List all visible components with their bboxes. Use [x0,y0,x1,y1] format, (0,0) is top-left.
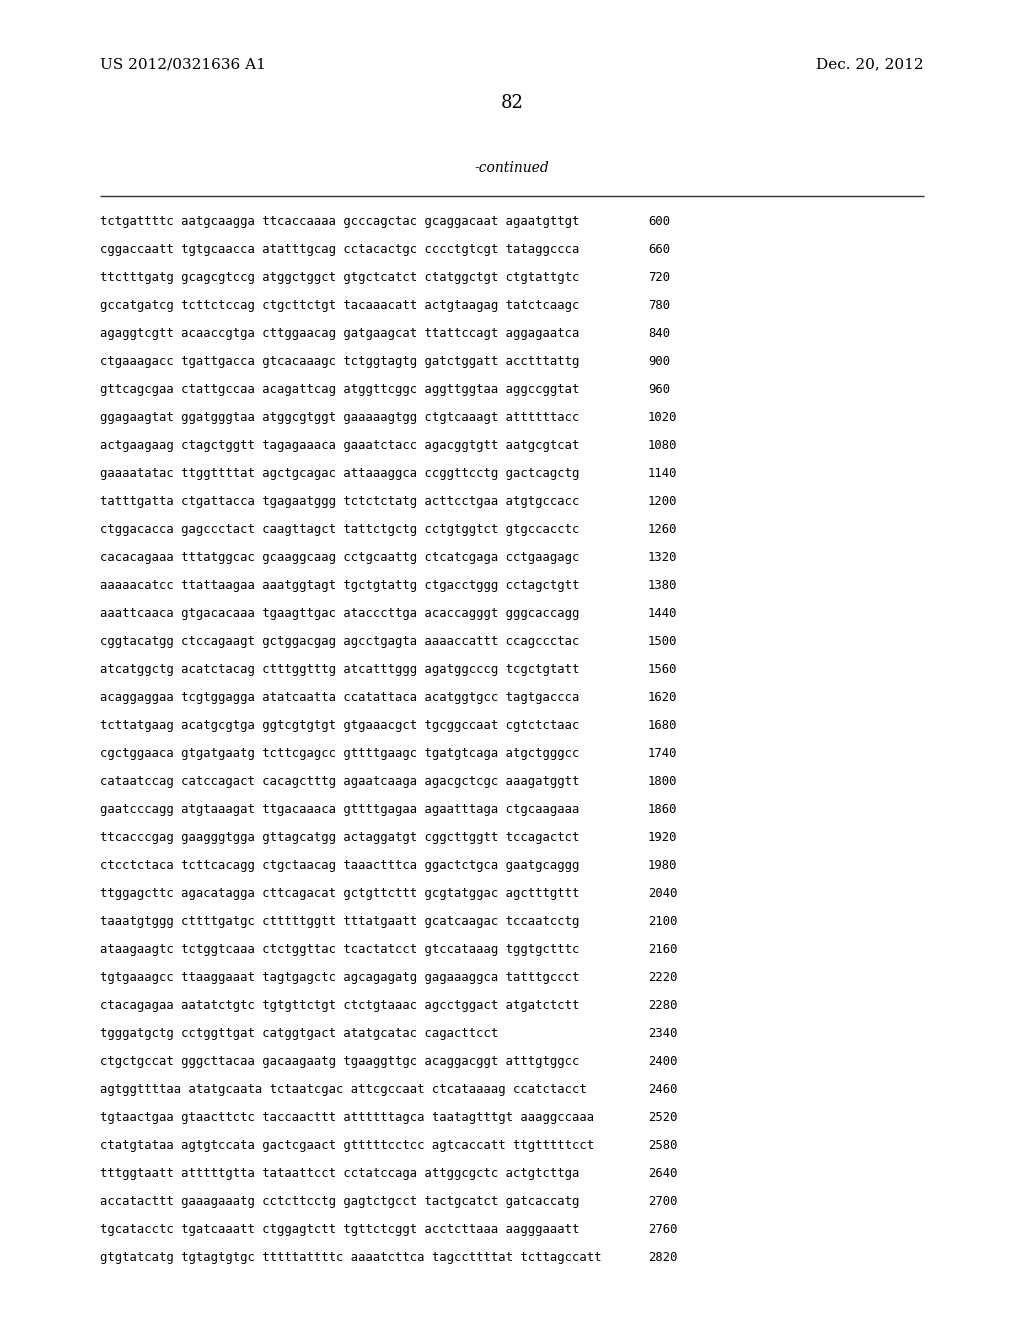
Text: ttcacccgag gaagggtgga gttagcatgg actaggatgt cggcttggtt tccagactct: ttcacccgag gaagggtgga gttagcatgg actagga… [100,832,580,843]
Text: tatttgatta ctgattacca tgagaatggg tctctctatg acttcctgaa atgtgccacc: tatttgatta ctgattacca tgagaatggg tctctct… [100,495,580,508]
Text: acaggaggaa tcgtggagga atatcaatta ccatattaca acatggtgcc tagtgaccca: acaggaggaa tcgtggagga atatcaatta ccatatt… [100,690,580,704]
Text: 1740: 1740 [648,747,678,760]
Text: 1320: 1320 [648,550,678,564]
Text: ttggagcttc agacatagga cttcagacat gctgttcttt gcgtatggac agctttgttt: ttggagcttc agacatagga cttcagacat gctgttc… [100,887,580,900]
Text: tgtgaaagcc ttaaggaaat tagtgagctc agcagagatg gagaaaggca tatttgccct: tgtgaaagcc ttaaggaaat tagtgagctc agcagag… [100,972,580,983]
Text: cggtacatgg ctccagaagt gctggacgag agcctgagta aaaaccattt ccagccctac: cggtacatgg ctccagaagt gctggacgag agcctga… [100,635,580,648]
Text: 1140: 1140 [648,467,678,480]
Text: 1440: 1440 [648,607,678,620]
Text: 2580: 2580 [648,1139,678,1152]
Text: gaatcccagg atgtaaagat ttgacaaaca gttttgagaa agaatttaga ctgcaagaaa: gaatcccagg atgtaaagat ttgacaaaca gttttga… [100,803,580,816]
Text: 2520: 2520 [648,1111,678,1125]
Text: 840: 840 [648,327,670,341]
Text: 2700: 2700 [648,1195,678,1208]
Text: tgggatgctg cctggttgat catggtgact atatgcatac cagacttcct: tgggatgctg cctggttgat catggtgact atatgca… [100,1027,499,1040]
Text: cacacagaaa tttatggcac gcaaggcaag cctgcaattg ctcatcgaga cctgaagagc: cacacagaaa tttatggcac gcaaggcaag cctgcaa… [100,550,580,564]
Text: agtggttttaa atatgcaata tctaatcgac attcgccaat ctcataaaag ccatctacct: agtggttttaa atatgcaata tctaatcgac attcgc… [100,1082,587,1096]
Text: 1200: 1200 [648,495,678,508]
Text: ctatgtataa agtgtccata gactcgaact gtttttcctcc agtcaccatt ttgtttttcct: ctatgtataa agtgtccata gactcgaact gtttttc… [100,1139,594,1152]
Text: gtgtatcatg tgtagtgtgc tttttattttc aaaatcttca tagccttttat tcttagccatt: gtgtatcatg tgtagtgtgc tttttattttc aaaatc… [100,1251,601,1265]
Text: tgtaactgaa gtaacttctc taccaacttt attttttagca taatagtttgt aaaggccaaa: tgtaactgaa gtaacttctc taccaacttt atttttt… [100,1111,594,1125]
Text: agaggtcgtt acaaccgtga cttggaacag gatgaagcat ttattccagt aggagaatca: agaggtcgtt acaaccgtga cttggaacag gatgaag… [100,327,580,341]
Text: ataagaagtc tctggtcaaa ctctggttac tcactatcct gtccataaag tggtgctttc: ataagaagtc tctggtcaaa ctctggttac tcactat… [100,942,580,956]
Text: 720: 720 [648,271,670,284]
Text: ctggacacca gagccctact caagttagct tattctgctg cctgtggtct gtgccacctc: ctggacacca gagccctact caagttagct tattctg… [100,523,580,536]
Text: 1380: 1380 [648,579,678,591]
Text: tttggtaatt atttttgtta tataattcct cctatccaga attggcgctc actgtcttga: tttggtaatt atttttgtta tataattcct cctatcc… [100,1167,580,1180]
Text: ctgaaagacc tgattgacca gtcacaaagc tctggtagtg gatctggatt acctttattg: ctgaaagacc tgattgacca gtcacaaagc tctggta… [100,355,580,368]
Text: 82: 82 [501,94,523,112]
Text: 780: 780 [648,300,670,312]
Text: 660: 660 [648,243,670,256]
Text: 1080: 1080 [648,440,678,451]
Text: gttcagcgaa ctattgccaa acagattcag atggttcggc aggttggtaa aggccggtat: gttcagcgaa ctattgccaa acagattcag atggttc… [100,383,580,396]
Text: ggagaagtat ggatgggtaa atggcgtggt gaaaaagtgg ctgtcaaagt attttttacc: ggagaagtat ggatgggtaa atggcgtggt gaaaaag… [100,411,580,424]
Text: ctgctgccat gggcttacaa gacaagaatg tgaaggttgc acaggacggt atttgtggcc: ctgctgccat gggcttacaa gacaagaatg tgaaggt… [100,1055,580,1068]
Text: 960: 960 [648,383,670,396]
Text: US 2012/0321636 A1: US 2012/0321636 A1 [100,57,266,71]
Text: 1800: 1800 [648,775,678,788]
Text: 2160: 2160 [648,942,678,956]
Text: 900: 900 [648,355,670,368]
Text: 1020: 1020 [648,411,678,424]
Text: atcatggctg acatctacag ctttggtttg atcatttggg agatggcccg tcgctgtatt: atcatggctg acatctacag ctttggtttg atcattt… [100,663,580,676]
Text: 1680: 1680 [648,719,678,733]
Text: cggaccaatt tgtgcaacca atatttgcag cctacactgc cccctgtcgt tataggccca: cggaccaatt tgtgcaacca atatttgcag cctacac… [100,243,580,256]
Text: ctcctctaca tcttcacagg ctgctaacag taaactttca ggactctgca gaatgcaggg: ctcctctaca tcttcacagg ctgctaacag taaactt… [100,859,580,873]
Text: 1260: 1260 [648,523,678,536]
Text: 2040: 2040 [648,887,678,900]
Text: ttctttgatg gcagcgtccg atggctggct gtgctcatct ctatggctgt ctgtattgtc: ttctttgatg gcagcgtccg atggctggct gtgctca… [100,271,580,284]
Text: tgcatacctc tgatcaaatt ctggagtctt tgttctcggt acctcttaaa aagggaaatt: tgcatacctc tgatcaaatt ctggagtctt tgttctc… [100,1224,580,1236]
Text: aaattcaaca gtgacacaaa tgaagttgac atacccttga acaccagggt gggcaccagg: aaattcaaca gtgacacaaa tgaagttgac ataccct… [100,607,580,620]
Text: 2100: 2100 [648,915,678,928]
Text: tcttatgaag acatgcgtga ggtcgtgtgt gtgaaacgct tgcggccaat cgtctctaac: tcttatgaag acatgcgtga ggtcgtgtgt gtgaaac… [100,719,580,733]
Text: 2760: 2760 [648,1224,678,1236]
Text: 2340: 2340 [648,1027,678,1040]
Text: 2820: 2820 [648,1251,678,1265]
Text: gccatgatcg tcttctccag ctgcttctgt tacaaacatt actgtaagag tatctcaagc: gccatgatcg tcttctccag ctgcttctgt tacaaac… [100,300,580,312]
Text: -continued: -continued [475,161,549,176]
Text: accatacttt gaaagaaatg cctcttcctg gagtctgcct tactgcatct gatcaccatg: accatacttt gaaagaaatg cctcttcctg gagtctg… [100,1195,580,1208]
Text: tctgattttc aatgcaagga ttcaccaaaa gcccagctac gcaggacaat agaatgttgt: tctgattttc aatgcaagga ttcaccaaaa gcccagc… [100,215,580,228]
Text: cataatccag catccagact cacagctttg agaatcaaga agacgctcgc aaagatggtt: cataatccag catccagact cacagctttg agaatca… [100,775,580,788]
Text: 1860: 1860 [648,803,678,816]
Text: actgaagaag ctagctggtt tagagaaaca gaaatctacc agacggtgtt aatgcgtcat: actgaagaag ctagctggtt tagagaaaca gaaatct… [100,440,580,451]
Text: 2640: 2640 [648,1167,678,1180]
Text: 1920: 1920 [648,832,678,843]
Text: taaatgtggg cttttgatgc ctttttggtt tttatgaatt gcatcaagac tccaatcctg: taaatgtggg cttttgatgc ctttttggtt tttatga… [100,915,580,928]
Text: 2280: 2280 [648,999,678,1012]
Text: aaaaacatcc ttattaagaa aaatggtagt tgctgtattg ctgacctggg cctagctgtt: aaaaacatcc ttattaagaa aaatggtagt tgctgta… [100,579,580,591]
Text: ctacagagaa aatatctgtc tgtgttctgt ctctgtaaac agcctggact atgatctctt: ctacagagaa aatatctgtc tgtgttctgt ctctgta… [100,999,580,1012]
Text: cgctggaaca gtgatgaatg tcttcgagcc gttttgaagc tgatgtcaga atgctgggcc: cgctggaaca gtgatgaatg tcttcgagcc gttttga… [100,747,580,760]
Text: 1500: 1500 [648,635,678,648]
Text: Dec. 20, 2012: Dec. 20, 2012 [816,57,924,71]
Text: 2460: 2460 [648,1082,678,1096]
Text: 1620: 1620 [648,690,678,704]
Text: 2220: 2220 [648,972,678,983]
Text: 2400: 2400 [648,1055,678,1068]
Text: 1560: 1560 [648,663,678,676]
Text: 1980: 1980 [648,859,678,873]
Text: gaaaatatac ttggttttat agctgcagac attaaaggca ccggttcctg gactcagctg: gaaaatatac ttggttttat agctgcagac attaaag… [100,467,580,480]
Text: 600: 600 [648,215,670,228]
